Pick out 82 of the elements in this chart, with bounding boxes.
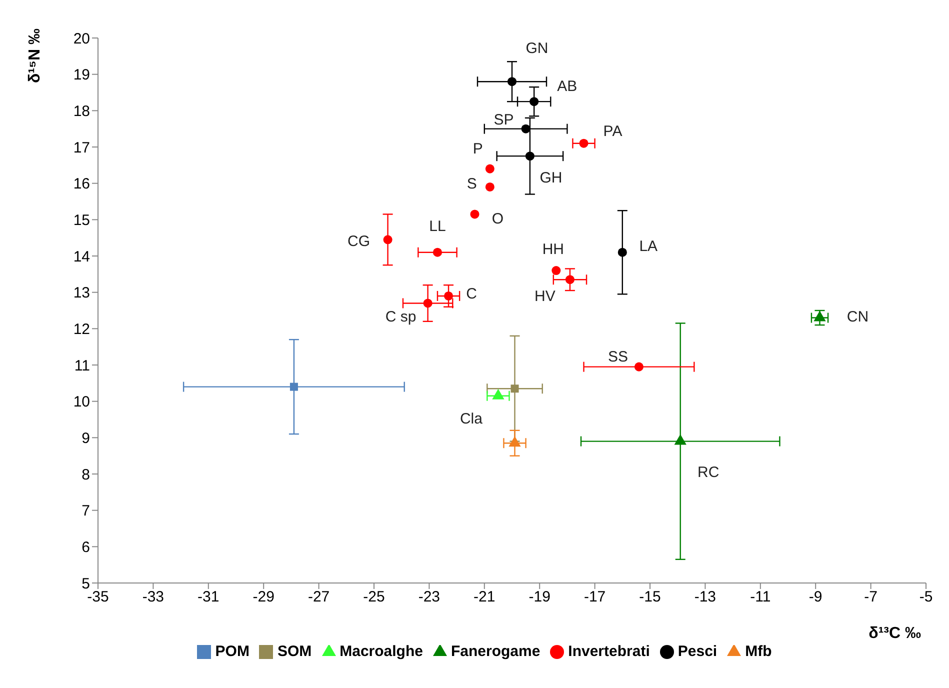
x-tick-label: -23 [418,588,440,606]
y-tick-label: 5 [82,575,90,592]
annotation: PA [603,122,622,140]
annotation: LL [429,218,446,235]
point [444,291,454,300]
point [674,434,686,445]
x-axis-title: δ¹³C ‰ [868,625,921,642]
point [470,210,480,219]
point [485,182,494,192]
annotation: AB [557,78,578,96]
annotation: CN [846,308,869,326]
point [510,384,519,393]
x-tick-label: -33 [142,588,164,606]
legend-label: SOM [277,643,312,660]
legend-label: POM [215,643,250,660]
y-tick-label: 19 [73,66,90,84]
point [634,362,644,372]
x-tick-label: -11 [750,588,771,606]
x-tick-label: -31 [198,588,220,606]
annotation: HV [534,288,556,306]
annotation: GN [526,40,548,58]
annotation: HH [542,241,564,258]
y-tick-label: 17 [73,139,90,156]
annotation: CG [348,233,370,250]
x-tick-label: -5 [919,588,933,606]
annotation: C [466,285,478,302]
point [579,138,588,148]
point [814,310,826,322]
x-tick-label: -25 [363,588,385,606]
point [290,382,298,391]
annotation: S [466,175,477,192]
point [507,77,517,86]
x-tick-label: -21 [474,588,496,606]
y-tick-label: 7 [82,502,90,520]
x-tick-label: -7 [864,588,878,606]
annotation: C sp [385,308,416,326]
annotation: GH [540,170,562,187]
point [525,152,534,161]
y-tick-label: 12 [73,320,90,338]
legend-label: Pesci [678,643,718,660]
point [552,266,561,276]
y-tick-label: 14 [73,248,90,266]
y-tick-label: 20 [73,30,90,48]
point [530,97,539,106]
x-tick-label: -9 [808,588,822,606]
annotation: RC [698,464,720,481]
y-tick-label: 18 [73,102,90,120]
point [492,388,504,400]
y-tick-label: 13 [73,284,90,302]
x-tick-label: -17 [584,588,606,606]
legend-label: Invertebrati [568,643,650,660]
annotation: P [472,140,483,158]
point [432,248,442,257]
point [618,248,627,257]
y-tick-label: 16 [73,176,90,193]
annotation: SP [494,111,514,128]
y-tick-label: 15 [73,212,90,229]
legend-label: Macroalghe [340,643,423,660]
x-tick-label: -19 [528,588,550,606]
y-tick-label: 6 [82,538,90,556]
annotation: LA [639,238,658,255]
annotation: SS [608,348,628,366]
x-tick-label: -13 [694,588,716,606]
legend-label: Fanerogame [450,643,540,660]
annotation: Cla [460,410,484,428]
x-tick-label: -27 [308,588,330,606]
x-tick-label: -15 [639,588,661,606]
x-tick-label: -29 [252,588,274,606]
point [521,124,530,134]
y-tick-label: 9 [82,430,90,447]
y-axis-title: δ¹⁵N ‰ [26,28,44,83]
y-tick-label: 11 [74,357,90,374]
legend-label: Mfb [745,643,772,660]
y-tick-label: 8 [82,466,90,484]
point [565,275,574,284]
point [485,164,494,174]
point [383,235,392,244]
point [508,436,521,447]
annotation: O [492,210,504,228]
x-tick-label: -35 [87,588,109,606]
point [423,298,432,308]
y-tick-label: 10 [73,394,90,411]
